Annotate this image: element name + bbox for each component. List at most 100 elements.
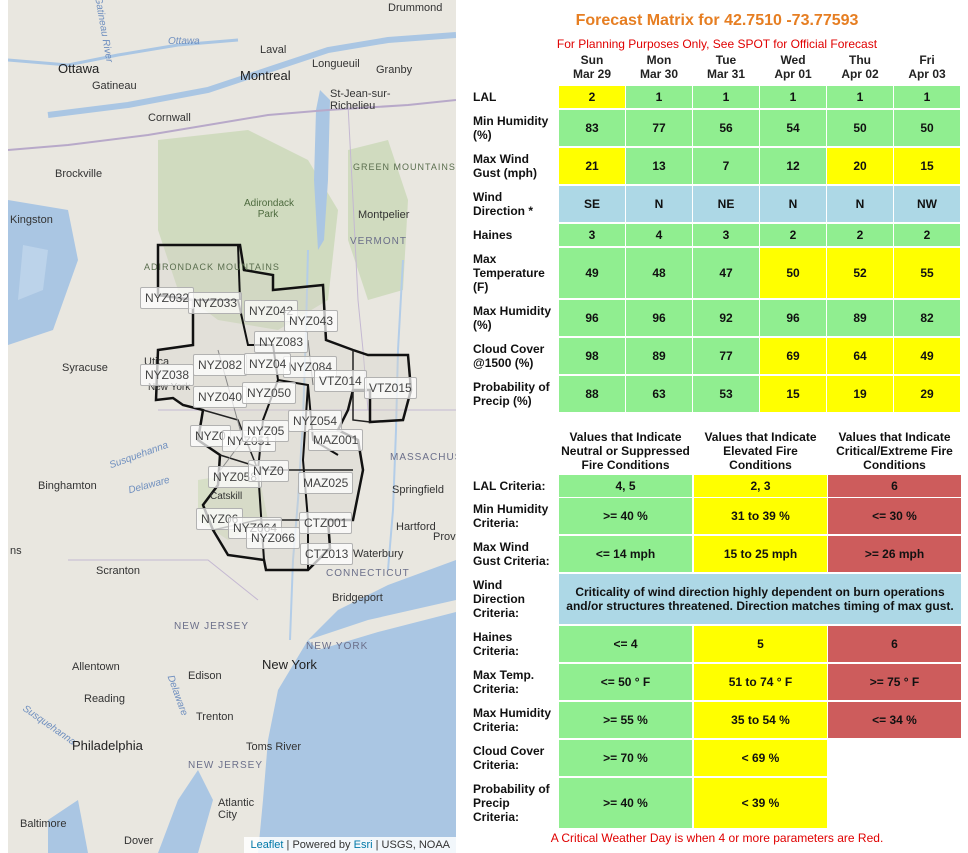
forecast-cell: SE bbox=[559, 186, 625, 222]
zone-label[interactable]: NYZ040 bbox=[193, 386, 248, 408]
forecast-cell: 15 bbox=[894, 148, 960, 184]
zone-label[interactable]: CTZ013 bbox=[300, 543, 354, 565]
forecast-cell: NE bbox=[693, 186, 759, 222]
forecast-cell: 29 bbox=[894, 376, 960, 412]
criteria-cell: 35 to 54 % bbox=[694, 702, 827, 738]
day-header: Mon Mar 30 bbox=[639, 53, 679, 81]
forecast-row-label: Max Humidity (%) bbox=[473, 304, 552, 332]
forecast-cell: 98 bbox=[559, 338, 625, 374]
forecast-cell: 1 bbox=[827, 86, 893, 108]
forecast-cell: 2 bbox=[894, 224, 960, 246]
criteria-row-label: Max Humidity Criteria: bbox=[473, 706, 552, 734]
criteria-cell: >= 40 % bbox=[559, 498, 692, 534]
forecast-cell: 63 bbox=[626, 376, 692, 412]
forecast-row-label: Probability of Precip (%) bbox=[473, 380, 550, 408]
forecast-cell: 49 bbox=[894, 338, 960, 374]
zone-label[interactable]: NYZ04 bbox=[244, 353, 292, 375]
day-header: Tue Mar 31 bbox=[706, 53, 746, 81]
zone-label[interactable]: VTZ014 bbox=[314, 370, 367, 392]
criteria-row-label: LAL Criteria: bbox=[473, 479, 546, 493]
criteria-row-label: Max Temp. Criteria: bbox=[473, 668, 535, 696]
criteria-cell: 6 bbox=[828, 475, 961, 497]
forecast-cell: 77 bbox=[693, 338, 759, 374]
forecast-cell: 1 bbox=[894, 86, 960, 108]
forecast-cell: 89 bbox=[827, 300, 893, 336]
forecast-cell: 1 bbox=[760, 86, 826, 108]
zone-label[interactable]: NYZ083 bbox=[254, 331, 309, 353]
esri-link[interactable]: Esri bbox=[353, 839, 373, 851]
criteria-header: Values that Indicate Neutral or Suppress… bbox=[561, 430, 690, 472]
criteria-row-label: Cloud Cover Criteria: bbox=[473, 744, 545, 772]
forecast-row-label: Wind Direction * bbox=[473, 190, 534, 218]
criteria-cell: < 69 % bbox=[694, 740, 827, 776]
forecast-cell: NW bbox=[894, 186, 960, 222]
forecast-cell: 2 bbox=[559, 86, 625, 108]
forecast-cell: 4 bbox=[626, 224, 692, 246]
criteria-row-label: Probability of Precip Criteria: bbox=[473, 782, 550, 824]
zone-label[interactable]: NYZ05 bbox=[242, 420, 290, 442]
criteria-cell: <= 4 bbox=[559, 626, 692, 662]
criteria-header: Values that Indicate Elevated Fire Condi… bbox=[704, 430, 817, 472]
forecast-cell: 92 bbox=[693, 300, 759, 336]
forecast-cell: 77 bbox=[626, 110, 692, 146]
criteria-row-label: Wind Direction Criteria: bbox=[473, 578, 526, 620]
criteria-cell: 6 bbox=[828, 626, 961, 662]
zone-label[interactable]: MAZ025 bbox=[298, 472, 354, 494]
forecast-row-label: Cloud Cover @1500 (%) bbox=[473, 342, 545, 370]
forecast-cell: 48 bbox=[626, 248, 692, 298]
criteria-cell: 31 to 39 % bbox=[694, 498, 827, 534]
zone-label[interactable]: NYZ082 bbox=[193, 354, 248, 376]
forecast-cell: 13 bbox=[626, 148, 692, 184]
forecast-cell: 96 bbox=[760, 300, 826, 336]
attribution-rest: | USGS, NOAA bbox=[372, 839, 450, 851]
forecast-cell: 19 bbox=[827, 376, 893, 412]
zone-label[interactable]: CTZ001 bbox=[299, 512, 353, 534]
zone-label[interactable]: MAZ001 bbox=[308, 429, 364, 451]
forecast-cell: 21 bbox=[559, 148, 625, 184]
zone-label[interactable]: VTZ015 bbox=[364, 377, 417, 399]
forecast-cell: 47 bbox=[693, 248, 759, 298]
zone-label[interactable]: NYZ038 bbox=[140, 364, 195, 386]
forecast-cell: 88 bbox=[559, 376, 625, 412]
day-header: Thu Apr 02 bbox=[841, 53, 879, 81]
forecast-cell: 53 bbox=[693, 376, 759, 412]
forecast-cell: 49 bbox=[559, 248, 625, 298]
criteria-cell: < 39 % bbox=[694, 778, 827, 828]
criteria-cell: >= 40 % bbox=[559, 778, 692, 828]
forecast-cell: 1 bbox=[626, 86, 692, 108]
forecast-row-label: Max Wind Gust (mph) bbox=[473, 152, 537, 180]
page-title: Forecast Matrix for 42.7510 -73.77593 bbox=[575, 12, 859, 29]
forecast-cell: 83 bbox=[559, 110, 625, 146]
forecast-row-label: Min Humidity (%) bbox=[473, 114, 549, 142]
map-attribution: Leaflet | Powered by Esri | USGS, NOAA bbox=[244, 837, 456, 853]
zone-label[interactable]: NYZ0 bbox=[190, 425, 231, 447]
map-panel[interactable]: Drummond Gatineau River Ottawa Laval Lon… bbox=[8, 0, 456, 853]
zone-label[interactable]: NYZ066 bbox=[246, 527, 301, 549]
criteria-header: Values that Indicate Critical/Extreme Fi… bbox=[836, 430, 953, 472]
critical-day-note: A Critical Weather Day is when 4 or more… bbox=[550, 831, 884, 845]
criteria-cell: 5 bbox=[694, 626, 827, 662]
leaflet-link[interactable]: Leaflet bbox=[250, 839, 284, 851]
map-basemap bbox=[8, 0, 456, 853]
criteria-row-label: Haines Criteria: bbox=[473, 630, 520, 658]
forecast-cell: 89 bbox=[626, 338, 692, 374]
criteria-cell: >= 55 % bbox=[559, 702, 692, 738]
zone-label[interactable]: NYZ032 bbox=[140, 287, 195, 309]
zone-label[interactable]: NYZ0 bbox=[248, 460, 289, 482]
forecast-cell: 96 bbox=[626, 300, 692, 336]
zone-label[interactable]: NYZ043 bbox=[284, 310, 339, 332]
forecast-cell: 3 bbox=[559, 224, 625, 246]
forecast-cell: 55 bbox=[894, 248, 960, 298]
wind-direction-note: Criticality of wind direction highly dep… bbox=[559, 574, 961, 624]
forecast-row-label: Haines bbox=[473, 228, 513, 242]
forecast-cell: 2 bbox=[760, 224, 826, 246]
forecast-cell: 20 bbox=[827, 148, 893, 184]
criteria-cell: 15 to 25 mph bbox=[694, 536, 827, 572]
criteria-cell: 2, 3 bbox=[694, 475, 827, 497]
zone-label[interactable]: NYZ033 bbox=[188, 292, 243, 314]
forecast-cell: 3 bbox=[693, 224, 759, 246]
zone-label[interactable]: NYZ050 bbox=[242, 382, 297, 404]
criteria-cell: <= 50 ° F bbox=[559, 664, 692, 700]
criteria-row-label: Min Humidity Criteria: bbox=[473, 502, 549, 530]
forecast-cell: 12 bbox=[760, 148, 826, 184]
